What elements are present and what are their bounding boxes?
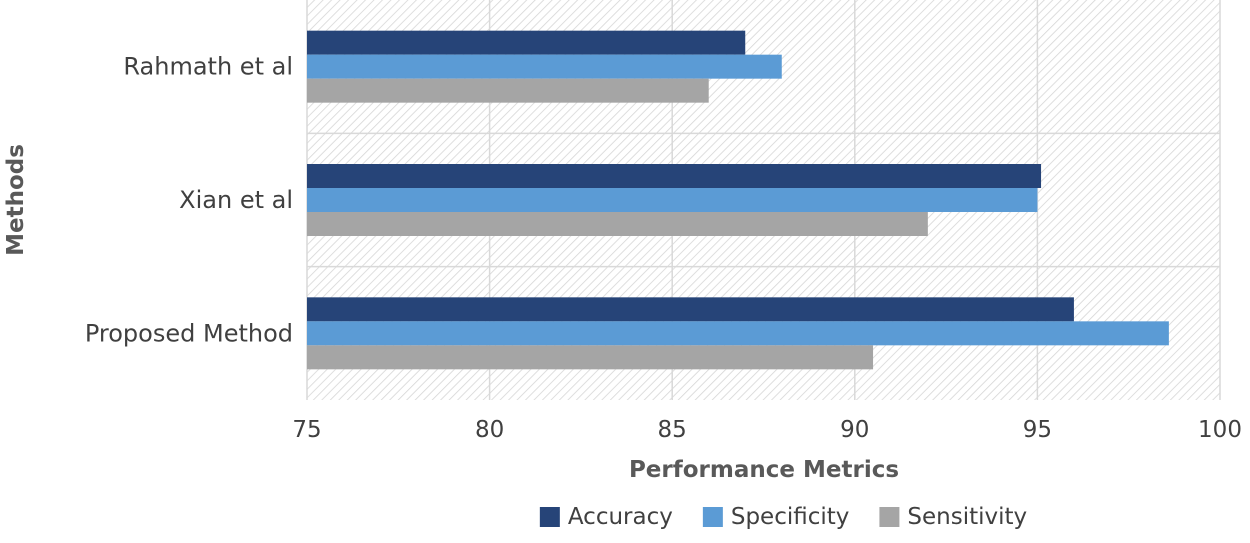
category-label: Proposed Method	[85, 319, 293, 347]
legend-swatch-specificity	[702, 507, 723, 527]
bar-accuracy-rahmath-et-al	[307, 30, 746, 55]
x-axis-title: Performance Metrics	[629, 457, 899, 483]
legend-label-sensitivity: Sensitivity	[907, 504, 1027, 530]
bar-accuracy-xian-et-al	[307, 164, 1042, 188]
x-tick-label: 100	[1198, 417, 1242, 443]
x-axis-tick-labels: 75 80 85 90 95 100	[292, 417, 1242, 443]
bar-specificity-proposed-method	[307, 321, 1169, 346]
legend-label-accuracy: Accuracy	[568, 504, 673, 530]
bar-sensitivity-xian-et-al	[307, 212, 928, 236]
x-tick-label: 90	[840, 417, 869, 443]
legend-swatch-sensitivity	[879, 507, 900, 527]
bars	[307, 30, 1169, 370]
y-axis-category-labels: Rahmath et al Xian et al Proposed Method	[85, 53, 293, 348]
x-tick-label: 75	[292, 417, 321, 443]
x-tick-label: 95	[1023, 417, 1052, 443]
y-axis-title: Methods	[3, 144, 29, 256]
category-label: Xian et al	[179, 186, 293, 214]
bar-specificity-xian-et-al	[307, 188, 1038, 212]
bar-specificity-rahmath-et-al	[307, 54, 782, 79]
x-tick-label: 80	[475, 417, 504, 443]
category-separators	[307, 132, 1220, 268]
legend: Accuracy Specificity Sensitivity	[539, 504, 1027, 530]
x-tick-label: 85	[658, 417, 687, 443]
bar-sensitivity-rahmath-et-al	[307, 78, 709, 103]
legend-swatch-accuracy	[539, 507, 560, 527]
category-label: Rahmath et al	[123, 53, 293, 81]
bar-accuracy-proposed-method	[307, 297, 1074, 322]
bar-sensitivity-proposed-method	[307, 345, 874, 370]
legend-label-specificity: Specificity	[731, 504, 850, 530]
